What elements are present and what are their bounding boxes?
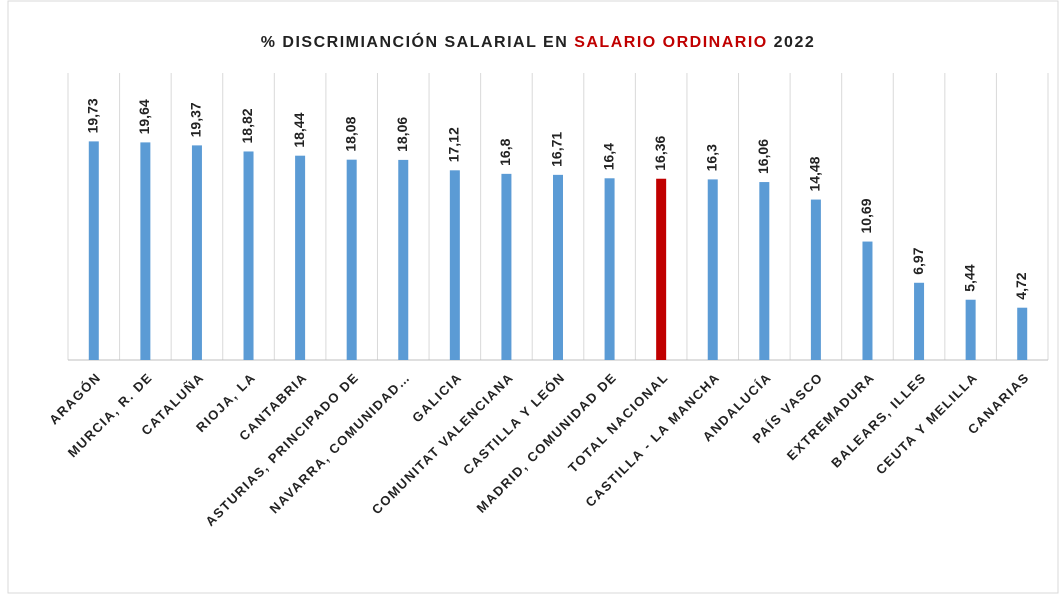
bar (243, 151, 254, 360)
data-label: 18,08 (342, 116, 358, 151)
chart-frame (7, 0, 1059, 594)
bar (346, 159, 357, 360)
title-part: 2022 (774, 34, 816, 51)
bar (553, 174, 563, 360)
bar (449, 170, 460, 360)
bar (88, 141, 99, 360)
data-label: 16,8 (497, 138, 513, 165)
bar (398, 159, 409, 360)
data-label: 16,3 (703, 144, 719, 171)
bar (810, 199, 821, 360)
bar (707, 179, 718, 360)
bar (1017, 307, 1028, 360)
bar (965, 299, 976, 360)
data-label: 10,69 (858, 198, 874, 233)
data-label: 16,06 (755, 139, 771, 174)
bar (501, 173, 512, 360)
data-label: 17,12 (446, 127, 462, 162)
data-label: 16,71 (549, 132, 565, 167)
data-label: 16,4 (600, 143, 616, 170)
title-part: SALARIO ORDINARIO (574, 34, 768, 51)
data-label: 19,37 (188, 102, 204, 137)
bar (604, 178, 615, 360)
data-label: 18,44 (291, 112, 307, 147)
bar (862, 241, 873, 360)
data-label: 6,97 (910, 247, 926, 274)
data-label: 5,44 (961, 264, 977, 291)
data-label: 19,73 (84, 98, 100, 133)
data-label: 19,64 (136, 99, 152, 134)
data-label: 18,82 (239, 108, 255, 143)
bar (140, 142, 151, 360)
bar (759, 182, 770, 360)
bar (191, 145, 202, 360)
chart-title: % DISCRIMIANCIÓN SALARIAL EN SALARIO ORD… (261, 32, 816, 51)
data-label: 14,48 (807, 156, 823, 191)
bar (295, 155, 306, 360)
data-label: 16,36 (652, 135, 668, 170)
bar (914, 282, 925, 360)
title-part: % DISCRIMIANCIÓN SALARIAL EN (261, 32, 569, 51)
data-label: 4,72 (1013, 272, 1029, 299)
data-label: 18,06 (394, 117, 410, 152)
bar (656, 178, 667, 360)
